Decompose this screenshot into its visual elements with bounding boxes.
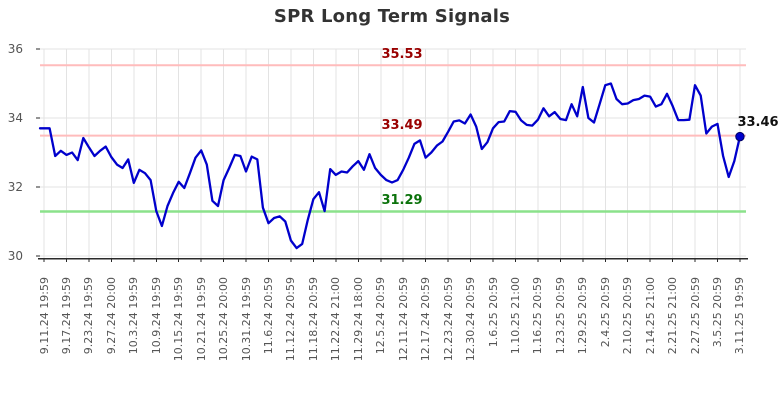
x-tick-label: 9.23.24 19:59 bbox=[82, 277, 96, 355]
y-tick-label: 32 bbox=[7, 180, 23, 194]
x-tick-label: 11.12.24 20:59 bbox=[284, 277, 298, 362]
chart-title: SPR Long Term Signals bbox=[273, 6, 511, 27]
price-line bbox=[38, 82, 742, 250]
x-tick-label: 11.6.24 20:59 bbox=[262, 277, 275, 355]
lower-threshold-label: 31.29 bbox=[381, 193, 423, 209]
x-tick-label: 11.18.24 20:59 bbox=[306, 277, 320, 362]
last-price-label: 33.46 bbox=[737, 114, 779, 130]
x-tick-label: 2.27.25 20:59 bbox=[688, 277, 702, 355]
x-tick-label: 10.3.24 19:59 bbox=[127, 277, 141, 355]
x-tick-label: 1.10.25 21:00 bbox=[508, 277, 522, 355]
x-tick-label: 1.6.25 20:59 bbox=[486, 277, 500, 348]
x-tick-label: 9.11.24 19:59 bbox=[37, 277, 51, 355]
x-tick-label: 12.11.24 20:59 bbox=[396, 277, 410, 362]
x-tick-label: 9.17.24 19:59 bbox=[59, 277, 73, 355]
x-tick-label: 11.29.24 18:00 bbox=[351, 277, 365, 362]
x-tick-label: 3.5.25 20:59 bbox=[711, 277, 724, 348]
x-tick-label: 2.4.25 20:59 bbox=[598, 277, 612, 348]
x-tick-label: 1.23.25 20:59 bbox=[553, 277, 567, 355]
x-tick-label: 2.21.25 21:00 bbox=[666, 277, 680, 355]
x-tick-label: 10.31.24 19:59 bbox=[239, 277, 253, 362]
x-tick-label: 11.22.24 21:00 bbox=[329, 277, 343, 362]
x-tick-label: 10.9.24 19:59 bbox=[149, 277, 163, 355]
x-tick-label: 1.29.25 20:59 bbox=[576, 277, 590, 355]
x-tick-label: 12.30.24 20:59 bbox=[464, 277, 478, 362]
x-tick-label: 2.14.25 21:00 bbox=[643, 277, 657, 355]
x-tick-label: 12.17.24 20:59 bbox=[419, 277, 433, 362]
y-tick-label: 34 bbox=[7, 111, 23, 125]
x-tick-label: 9.27.24 20:00 bbox=[104, 277, 118, 355]
x-tick-label: 2.10.25 20:59 bbox=[621, 277, 635, 355]
last-point-marker bbox=[735, 131, 745, 142]
x-tick-label: 10.15.24 19:59 bbox=[172, 277, 186, 362]
x-tick-label: 10.21.24 19:59 bbox=[194, 277, 208, 362]
upper-threshold-label: 35.53 bbox=[381, 47, 423, 63]
x-tick-label: 12.23.24 20:59 bbox=[441, 277, 455, 362]
x-tick-label: 10.25.24 20:00 bbox=[217, 277, 231, 362]
y-tick-label: 30 bbox=[7, 249, 23, 263]
x-tick-label: 12.5.24 20:59 bbox=[374, 277, 388, 355]
x-tick-label: 1.16.25 20:59 bbox=[531, 277, 545, 355]
middle-threshold-label: 33.49 bbox=[381, 117, 423, 133]
x-tick-label: 3.11.25 19:59 bbox=[733, 277, 747, 355]
y-tick-label: 36 bbox=[7, 42, 23, 56]
